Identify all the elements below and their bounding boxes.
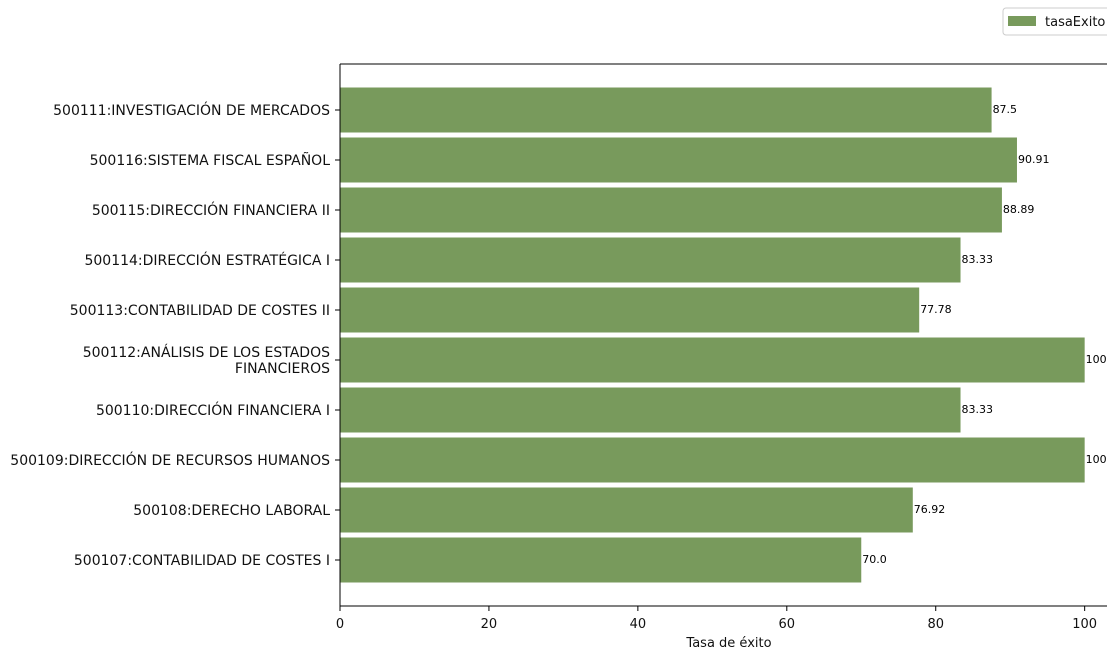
data-label: 100.0 [1086, 353, 1107, 366]
bar [340, 437, 1085, 483]
bar [340, 187, 1002, 233]
legend-swatch [1008, 16, 1036, 26]
category-label: 500113:CONTABILIDAD DE COSTES II [70, 303, 330, 319]
category-label: 500112:ANÁLISIS DE LOS ESTADOS FINANCIERO… [83, 344, 330, 377]
bar [340, 537, 862, 583]
data-label: 100.0 [1086, 453, 1107, 466]
data-label: 88.89 [1003, 203, 1035, 216]
category-label: 500109:DIRECCIÓN DE RECURSOS HUMANOS [10, 451, 330, 469]
legend-label: tasaExito [1045, 15, 1105, 30]
bar [340, 137, 1017, 183]
data-label: 77.78 [920, 303, 952, 316]
x-tick-label: 20 [481, 617, 498, 632]
category-label: 500110:DIRECCIÓN FINANCIERA I [96, 401, 330, 419]
x-tick-label: 60 [779, 617, 796, 632]
legend[interactable]: tasaExito [1002, 7, 1107, 36]
x-tick-label: 80 [927, 617, 944, 632]
bar [340, 87, 992, 133]
bar [340, 287, 920, 333]
axes [339, 63, 1107, 607]
bar [340, 337, 1085, 383]
category-label: 500114:DIRECCIÓN ESTRATÉGICA I [84, 251, 330, 269]
data-label: 87.5 [993, 103, 1018, 116]
bar [340, 487, 913, 533]
data-label: 83.33 [962, 253, 994, 266]
x-tick-label: 0 [336, 617, 344, 632]
x-tick-label: 100 [1072, 617, 1097, 632]
data-label: 83.33 [962, 403, 994, 416]
category-label: 500116:SISTEMA FISCAL ESPAÑOL [90, 152, 331, 169]
bar [340, 387, 961, 433]
bars [340, 87, 1085, 583]
x-axis-title: Tasa de éxito [685, 636, 771, 649]
x-tick-label: 40 [630, 617, 647, 632]
category-label: 500108:DERECHO LABORAL [133, 503, 330, 519]
bar [340, 237, 961, 283]
category-label: 500111:INVESTIGACIÓN DE MERCADOS [53, 101, 330, 119]
category-label: 500115:DIRECCIÓN FINANCIERA II [92, 201, 330, 219]
data-label: 76.92 [914, 503, 946, 516]
legend-box [1002, 7, 1107, 36]
data-label: 70.0 [862, 553, 887, 566]
category-label: 500107:CONTABILIDAD DE COSTES I [74, 553, 330, 569]
x-axis-ticks: 0 20 40 60 80 100 [336, 606, 1097, 632]
value-labels: 87.5 90.91 88.89 83.33 77.78 100.0 83.33 100.0 7… [862, 103, 1107, 566]
data-label: 90.91 [1018, 153, 1050, 166]
y-axis-labels: 500111:INVESTIGACIÓN DE MERCADOS 500116:S… [10, 101, 340, 569]
